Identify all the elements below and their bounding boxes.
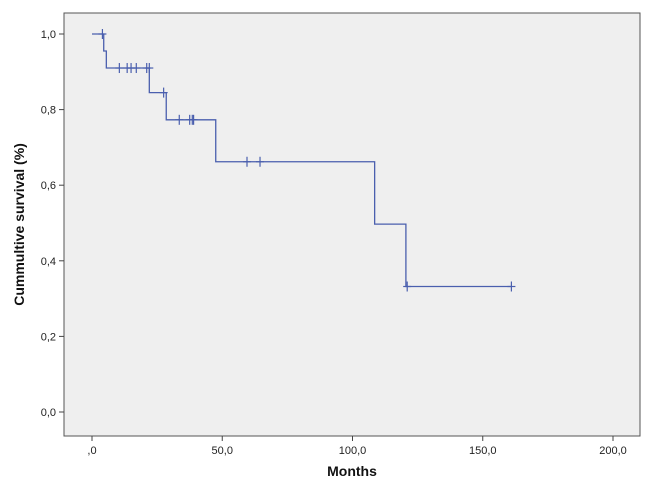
x-tick-label: 150,0 (469, 445, 497, 457)
y-tick-label: 1,0 (41, 29, 56, 41)
censor-mark (189, 114, 198, 125)
y-tick-label: 0,0 (41, 407, 56, 419)
censor-mark (98, 29, 107, 39)
censor-mark (242, 156, 251, 167)
survival-step-line (92, 33, 512, 288)
censor-mark (403, 281, 412, 292)
y-tick-label: 0,8 (41, 105, 56, 117)
censor-mark (145, 63, 154, 74)
axes: 0,0 0,2 0,4 0,6 0,8 1,0 ,0 50,0 100,0 150,0 200,0 (41, 29, 627, 457)
axis-labels-layer: Months Cummultive survival (%) (11, 143, 377, 479)
censor-mark (256, 156, 265, 167)
x-tick-label: ,0 (87, 445, 96, 457)
y-tick-label: 0,4 (41, 256, 56, 268)
censor-marks-layer (98, 29, 516, 292)
x-tick-label: 100,0 (339, 445, 367, 457)
censor-mark (507, 281, 516, 292)
x-axis-title: Months (327, 463, 377, 479)
x-tick-label: 50,0 (212, 445, 233, 457)
y-tick-label: 0,2 (41, 331, 56, 343)
y-axis-title: Cummultive survival (%) (11, 143, 27, 306)
plot-area (63, 12, 641, 437)
censor-mark (115, 63, 124, 74)
x-tick-label: 200,0 (599, 445, 627, 457)
censor-mark (132, 63, 141, 74)
y-tick-label: 0,6 (41, 180, 56, 192)
censor-mark (175, 114, 184, 125)
censor-mark (159, 87, 168, 98)
survival-curve-layer (92, 33, 512, 288)
